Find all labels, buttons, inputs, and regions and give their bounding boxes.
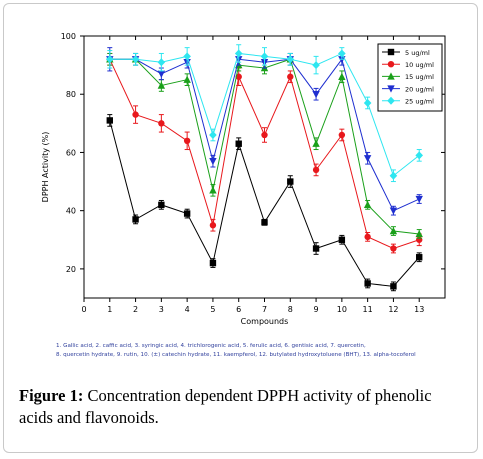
data-point-1-3 — [183, 137, 191, 144]
data-point-2-8 — [312, 139, 320, 147]
series-4 — [105, 44, 424, 183]
data-point-0-5 — [235, 140, 242, 147]
data-point-2-9 — [338, 72, 346, 80]
data-point-0-7 — [287, 178, 294, 185]
y-axis-label: DPPH Activity (%) — [41, 132, 50, 203]
legend: 5 ug/ml 10 ug/ml 15 ug/ml 20 ug/ml 25 ug/ml — [377, 43, 443, 112]
data-point-0-6 — [261, 219, 268, 226]
data-point-1-2 — [158, 120, 165, 127]
series-2 — [106, 52, 423, 239]
data-point-4-10 — [363, 98, 372, 107]
data-point-2-3 — [183, 75, 191, 83]
figure-label: Figure 1: — [19, 386, 84, 405]
y-tick-label-3: 80 — [66, 90, 76, 99]
x-tick-label-3: 3 — [159, 305, 164, 314]
data-point-4-6 — [260, 52, 269, 61]
footnote-line-1: 1. Gallic acid, 2. caffic acid, 3. syrin… — [56, 343, 366, 349]
legend-marker-3 — [387, 85, 395, 93]
data-point-3-10 — [363, 155, 372, 163]
data-point-0-2 — [158, 201, 165, 209]
x-tick-label-1: 1 — [107, 305, 112, 314]
x-tick-label-0: 0 — [81, 305, 86, 314]
y-tick-label-4: 100 — [61, 32, 76, 41]
x-tick-label-10: 10 — [337, 305, 347, 314]
x-tick-label-4: 4 — [185, 305, 190, 314]
data-point-3-4 — [209, 157, 217, 166]
data-point-1-7 — [287, 73, 294, 80]
data-point-0-0 — [106, 117, 113, 124]
data-point-1-6 — [261, 131, 268, 139]
data-point-3-11 — [389, 207, 398, 215]
x-tick-label-13: 13 — [414, 305, 424, 314]
data-point-4-5 — [234, 49, 243, 58]
data-point-0-12 — [416, 254, 423, 261]
x-tick-label-9: 9 — [314, 305, 319, 314]
legend-label-4: 25 ug/ml — [405, 98, 434, 106]
data-point-1-10 — [364, 233, 371, 241]
data-point-2-2 — [157, 81, 166, 89]
data-point-2-11 — [389, 227, 398, 235]
series-line-0 — [109, 120, 420, 287]
data-point-4-4 — [209, 130, 217, 139]
legend-label-0: 5 ug/ml — [405, 49, 430, 57]
data-point-3-2 — [157, 70, 166, 78]
data-point-1-9 — [338, 131, 346, 139]
x-tick-label-8: 8 — [288, 305, 293, 314]
legend-marker-2 — [387, 72, 395, 80]
data-point-4-8 — [312, 61, 320, 70]
y-tick-label-2: 60 — [66, 148, 76, 157]
data-point-4-3 — [183, 52, 191, 61]
legend-marker-0 — [387, 48, 395, 56]
data-point-0-4 — [209, 259, 217, 267]
x-axis-label: Compounds — [241, 317, 289, 326]
legend-marker-1 — [387, 60, 395, 68]
legend-label-2: 15 ug/ml — [405, 73, 434, 81]
footnote-line-2: 8. quercetin hydrate, 9. rutin, 10. (±) … — [56, 352, 416, 358]
data-point-0-9 — [338, 236, 346, 243]
data-point-0-3 — [183, 210, 191, 217]
legend-label-1: 10 ug/ml — [405, 61, 434, 69]
x-tick-label-7: 7 — [262, 305, 267, 314]
axes: 0 1 2 3 4 5 6 7 8 9 10 11 12 1320406080100CompoundsDP… — [41, 32, 446, 326]
data-point-1-11 — [390, 245, 397, 252]
legend-label-3: 20 ug/ml — [405, 85, 434, 93]
data-point-1-1 — [132, 111, 139, 118]
dpph-line-chart: 0 1 2 3 4 5 6 7 8 9 10 11 12 1320406080100CompoundsDP… — [41, 32, 446, 326]
data-point-3-8 — [312, 91, 320, 99]
data-point-4-7 — [286, 55, 295, 64]
data-point-0-1 — [132, 216, 139, 223]
figure-caption: Figure 1: Concentration dependent DPPH a… — [19, 385, 469, 429]
y-tick-label-0: 20 — [66, 265, 76, 274]
x-tick-label-5: 5 — [210, 305, 215, 314]
data-series — [105, 44, 424, 292]
data-point-4-9 — [338, 49, 346, 58]
data-point-0-10 — [364, 280, 371, 287]
data-point-3-12 — [415, 195, 423, 204]
series-0 — [106, 114, 423, 292]
data-point-1-4 — [209, 222, 217, 229]
x-tick-label-6: 6 — [236, 305, 241, 314]
x-tick-label-11: 11 — [363, 305, 373, 314]
data-point-4-2 — [157, 58, 166, 67]
data-point-4-11 — [389, 171, 398, 180]
data-point-4-12 — [415, 151, 424, 160]
data-point-4-0 — [105, 55, 114, 64]
y-tick-label-1: 40 — [66, 207, 76, 216]
data-point-2-4 — [209, 186, 217, 194]
compound-footnote: 1. Gallic acid, 2. caffic acid, 3. syrin… — [56, 342, 466, 360]
data-point-2-12 — [415, 229, 423, 238]
figure-caption-text: Concentration dependent DPPH activity of… — [19, 386, 432, 427]
data-point-0-11 — [390, 283, 397, 290]
x-tick-label-12: 12 — [388, 305, 398, 314]
x-tick-label-2: 2 — [133, 305, 138, 314]
data-point-4-1 — [131, 55, 140, 64]
data-point-0-8 — [312, 245, 320, 252]
legend-marker-4 — [387, 96, 395, 105]
data-point-1-8 — [312, 166, 320, 174]
data-point-2-10 — [363, 200, 372, 209]
